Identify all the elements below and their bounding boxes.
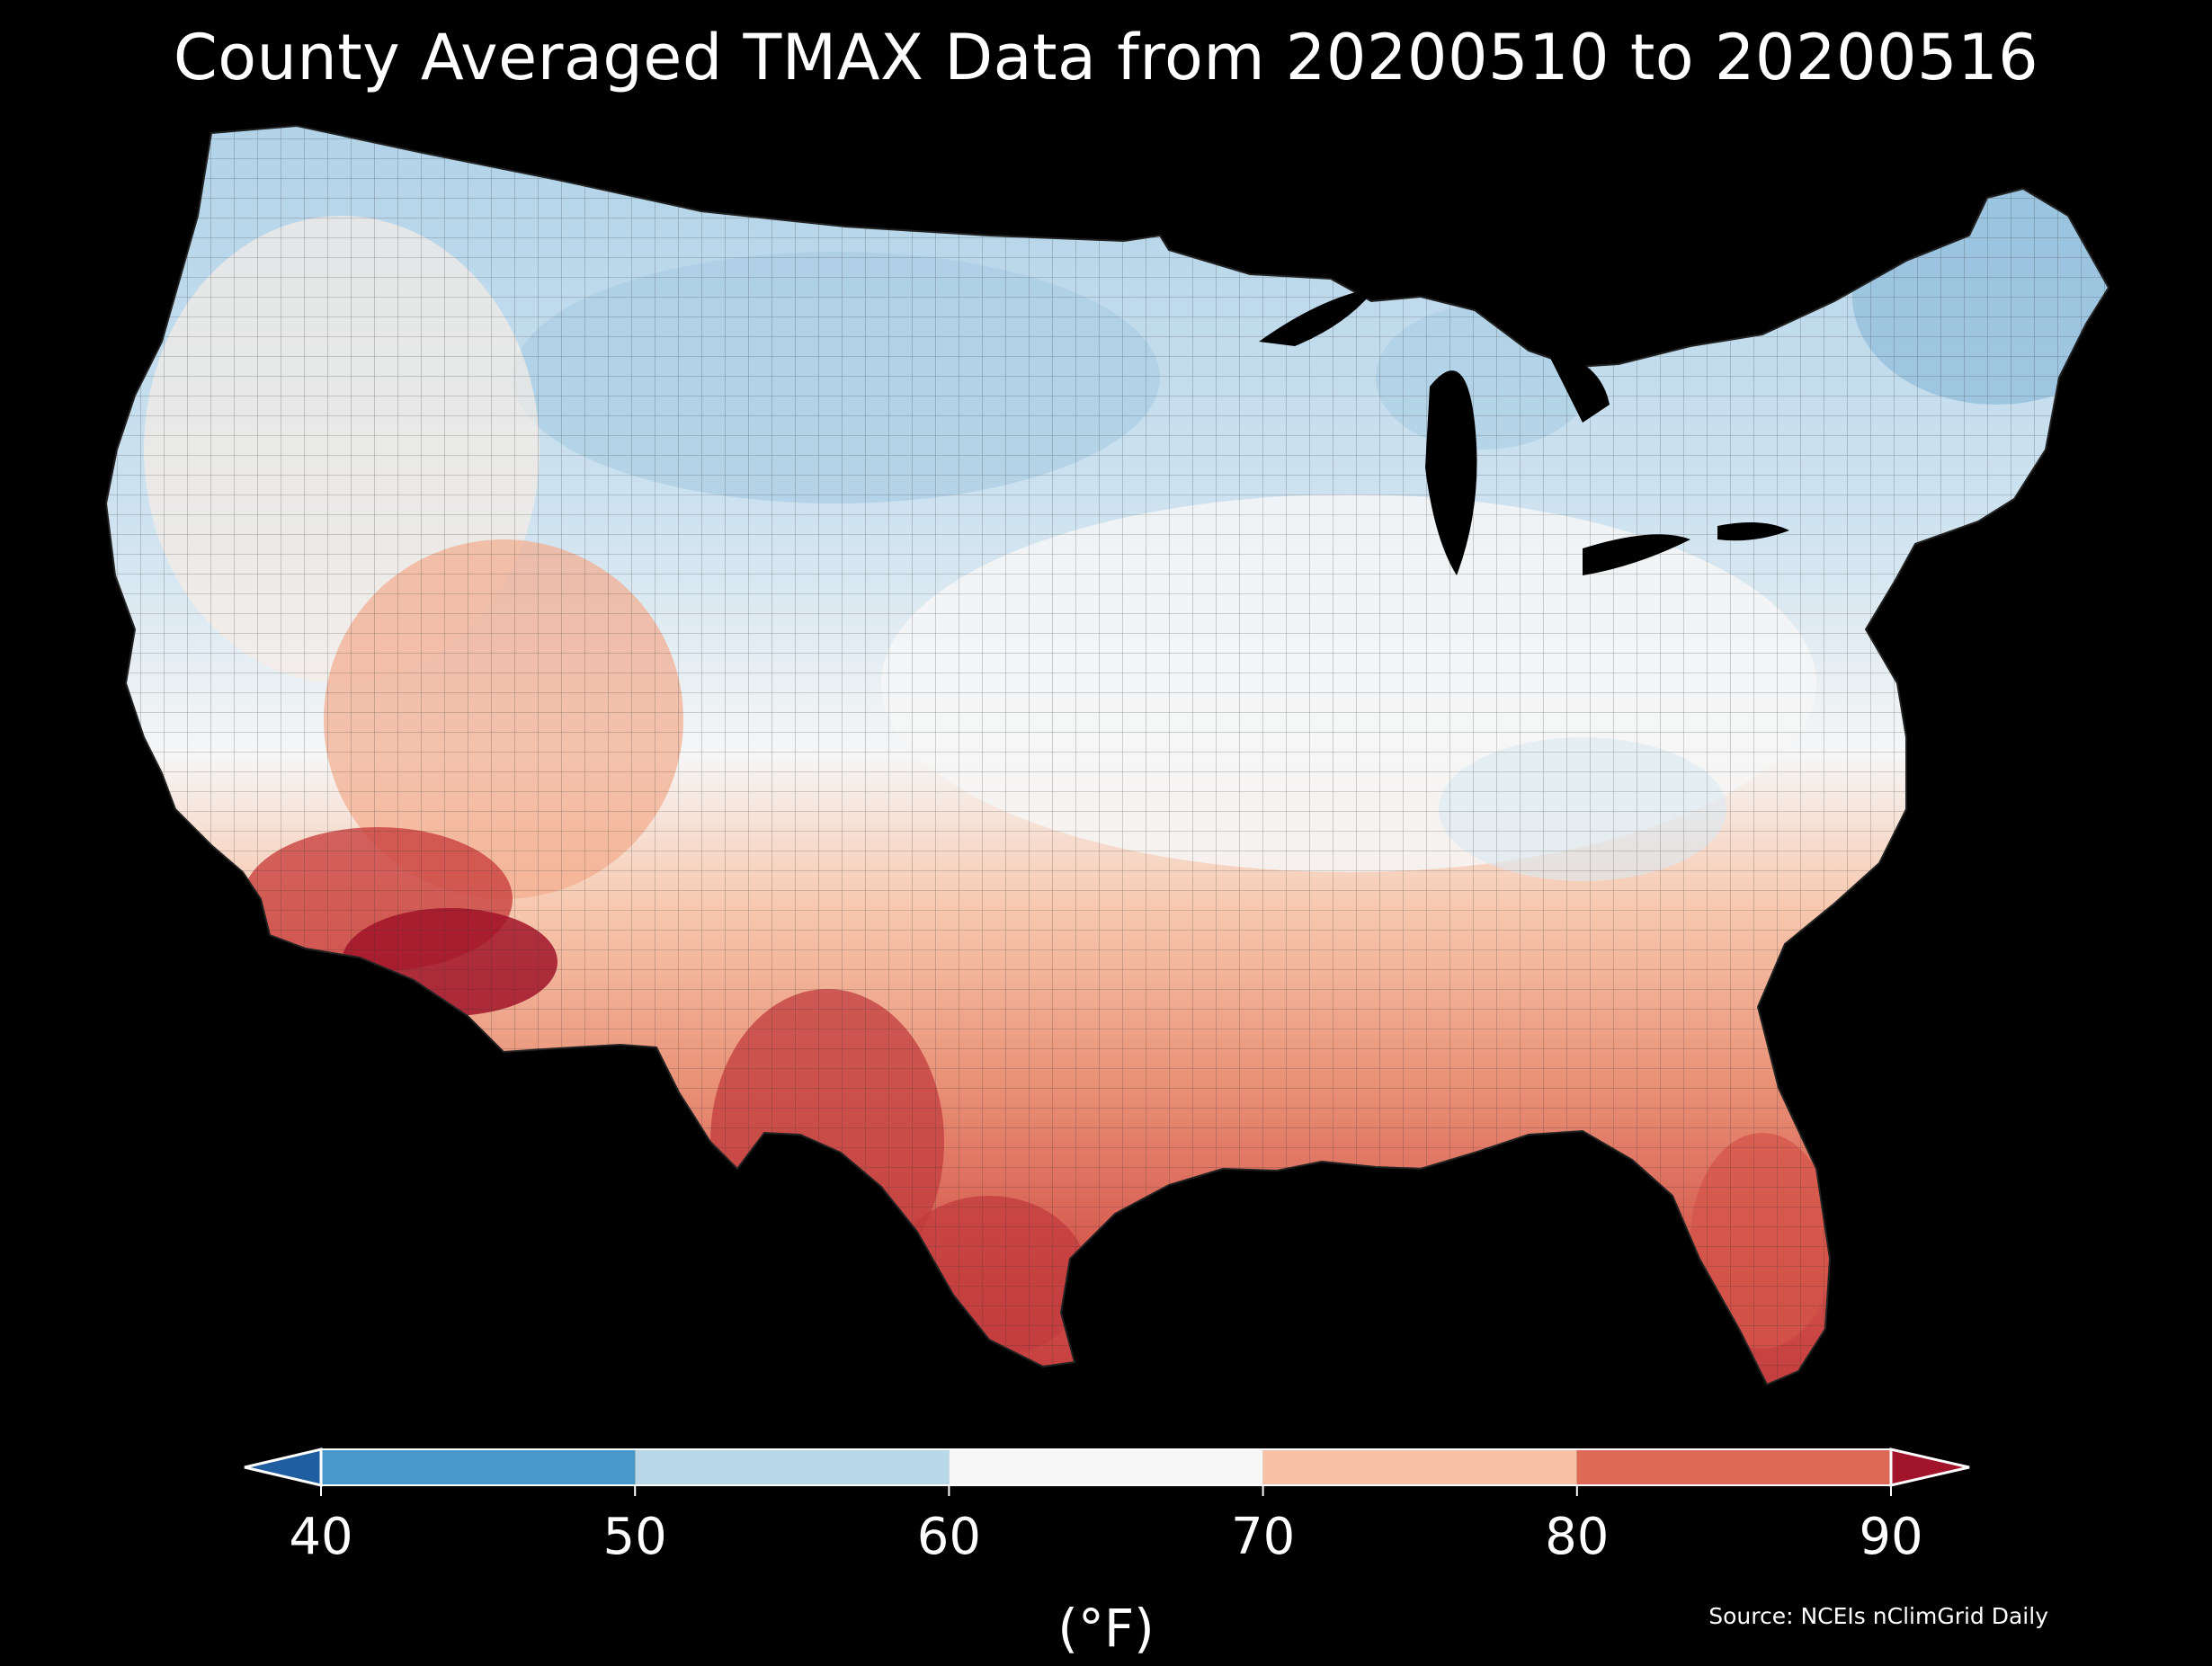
colorbar-tick-label: 80	[1545, 1508, 1610, 1566]
colorbar-tick-label: 40	[289, 1508, 353, 1566]
colorbar-bin-1	[321, 1449, 636, 1485]
colorbar-outline	[320, 1448, 1892, 1486]
colorbar-bin-3	[949, 1449, 1263, 1485]
colorbar-tick-label: 90	[1859, 1508, 1923, 1566]
great-lakes	[1259, 288, 1789, 575]
colorbar-tick-label: 70	[1230, 1508, 1296, 1566]
colorbar	[244, 1448, 1970, 1496]
colorbar-unit-label: (°F)	[1057, 1598, 1155, 1659]
colorbar-bin-4	[1262, 1449, 1577, 1485]
colorbar-under-arrow	[244, 1448, 323, 1487]
colorbar-tick-label: 60	[916, 1508, 982, 1566]
colorbar-bin-5	[1576, 1449, 1891, 1485]
colorbar-bin-2	[635, 1449, 950, 1485]
colorbar-tick-label: 50	[602, 1508, 667, 1566]
map-title: County Averaged TMAX Data from 20200510 …	[173, 21, 2039, 94]
source-label: Source: NCEIs nClimGrid Daily	[1708, 1603, 2048, 1629]
colorbar-over-arrow	[1889, 1448, 1970, 1487]
